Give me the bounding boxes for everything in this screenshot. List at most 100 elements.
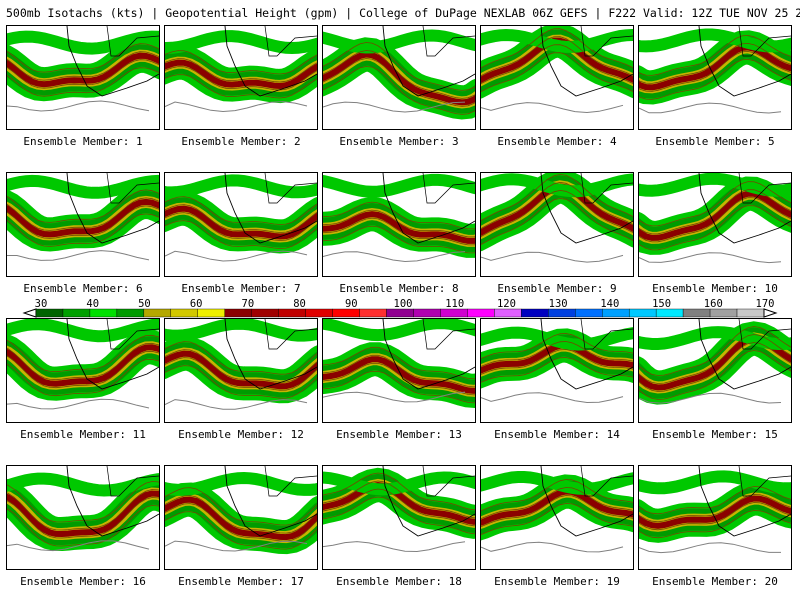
political-border — [264, 173, 317, 204]
ensemble-member-label: Ensemble Member: 4 — [497, 135, 617, 148]
coastline — [698, 173, 791, 244]
jet-stream-map — [165, 173, 317, 262]
ensemble-member-label: Ensemble Member: 16 — [20, 575, 146, 588]
jet-stream-map — [639, 173, 791, 264]
height-contour — [165, 540, 308, 552]
height-contour — [639, 58, 791, 100]
isotach-band — [481, 326, 633, 351]
colorbar-swatch — [278, 308, 306, 318]
ensemble-member-label: Ensemble Member: 6 — [23, 282, 143, 295]
isotach-band — [639, 28, 791, 53]
height-contour — [165, 220, 317, 249]
height-contour — [639, 42, 791, 84]
height-contour — [323, 251, 466, 263]
coastline — [66, 466, 159, 537]
height-contour — [481, 495, 633, 528]
jet-stream-map — [165, 319, 317, 410]
isotach-band — [639, 326, 791, 350]
ensemble-member-label: Ensemble Member: 8 — [339, 282, 459, 295]
coastline — [382, 26, 475, 97]
colorbar-swatch — [62, 308, 91, 318]
height-contour — [323, 354, 475, 388]
isotach-band — [7, 30, 159, 55]
ensemble-member-label: Ensemble Member: 2 — [181, 135, 301, 148]
chart-title: 500mb Isotachs (kts) | Geopotential Heig… — [6, 6, 800, 20]
isotach-band — [7, 198, 159, 238]
height-contour — [7, 342, 159, 381]
height-contour — [165, 58, 317, 83]
ensemble-map-panel — [164, 25, 318, 130]
isotach-band — [481, 471, 633, 495]
political-border — [106, 466, 159, 497]
ensemble-map-panel — [6, 25, 160, 130]
height-contour — [165, 503, 317, 542]
political-border — [738, 173, 791, 204]
height-contour — [639, 342, 791, 392]
colorbar-swatch — [197, 308, 225, 318]
height-contour — [481, 479, 633, 512]
jet-stream-map — [7, 26, 159, 112]
jet-stream-map — [481, 26, 633, 114]
height-contour — [7, 189, 159, 223]
ensemble-map-panel — [322, 25, 476, 130]
colorbar-tick-label: 30 — [34, 298, 48, 310]
jet-stream-map — [323, 466, 475, 553]
height-contour — [481, 44, 633, 85]
height-contour — [165, 74, 317, 99]
coastline — [224, 319, 317, 390]
colorbar — [0, 296, 800, 320]
height-contour — [7, 497, 159, 539]
height-contour — [639, 102, 782, 114]
jet-stream-map — [323, 173, 475, 263]
colorbar-swatch — [35, 308, 64, 318]
coastline — [382, 319, 475, 390]
height-contour — [165, 66, 317, 91]
height-contour — [7, 100, 150, 112]
isotach-band — [639, 44, 791, 91]
height-contour — [7, 350, 159, 389]
isotach-band — [639, 190, 791, 241]
ensemble-member-label: Ensemble Member: 9 — [497, 282, 617, 295]
colorbar-tick-label: 140 — [600, 298, 620, 310]
height-contour — [323, 541, 466, 553]
coastline — [66, 26, 159, 97]
isotach-band — [481, 173, 633, 198]
jet-stream-map — [639, 26, 791, 114]
isotach-band — [165, 205, 317, 240]
height-contour — [481, 251, 624, 263]
height-contour — [639, 334, 791, 384]
isotach-band — [323, 173, 475, 198]
colorbar-swatch — [709, 308, 738, 318]
jet-stream-map — [481, 173, 633, 263]
height-contour — [639, 189, 791, 235]
height-contour — [323, 209, 475, 238]
isotach-band — [323, 211, 475, 244]
ensemble-map-panel — [480, 465, 634, 570]
colorbar-tick-label: 70 — [241, 298, 255, 310]
coastline — [698, 26, 791, 97]
height-contour — [481, 52, 633, 93]
height-contour — [7, 358, 159, 397]
ensemble-map-panel — [322, 172, 476, 277]
height-contour — [481, 349, 633, 375]
height-contour — [165, 204, 317, 233]
ensemble-member-label: Ensemble Member: 17 — [178, 575, 304, 588]
isotach-band — [165, 174, 317, 199]
isotach-band — [639, 470, 791, 495]
coastline — [698, 319, 791, 390]
height-contour — [7, 481, 159, 523]
colorbar-swatch — [602, 308, 630, 318]
height-contour — [323, 42, 475, 91]
colorbar-max-arrow — [763, 308, 778, 318]
colorbar-tick-label: 110 — [445, 298, 465, 310]
political-border — [738, 319, 791, 350]
ensemble-map-panel — [480, 25, 634, 130]
ensemble-member-label: Ensemble Member: 19 — [494, 575, 620, 588]
political-border — [264, 319, 317, 350]
height-contour — [481, 181, 633, 229]
height-contour — [639, 494, 791, 523]
colorbar-tick-label: 170 — [755, 298, 775, 310]
height-contour — [323, 496, 475, 535]
colorbar-swatch — [548, 308, 576, 318]
colorbar-swatch — [251, 308, 279, 318]
